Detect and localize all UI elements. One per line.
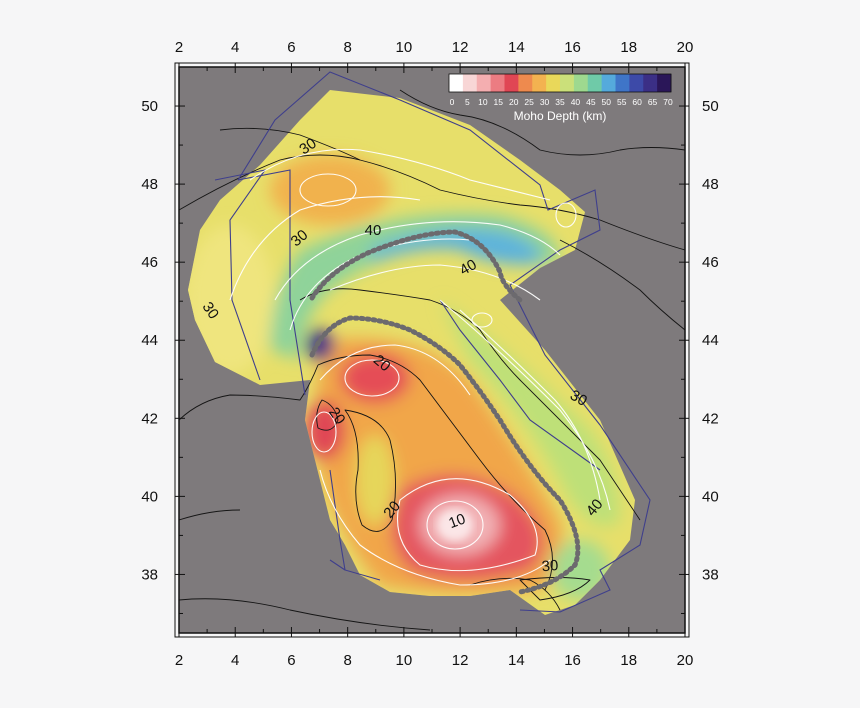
x-tick-label-top: 20 [677,39,694,56]
x-tick-label-bottom: 18 [620,652,637,669]
x-tick-label-bottom: 12 [452,652,469,669]
colorbar-tick-label: 55 [617,97,627,107]
x-tick-label-top: 16 [564,39,581,56]
x-tick-label-bottom: 6 [287,652,295,669]
x-tick-label-bottom: 8 [343,652,351,669]
x-tick-label-bottom: 16 [564,652,581,669]
x-tick-label-top: 6 [287,39,295,56]
colorbar-swatch [601,74,616,92]
colorbar-swatch [643,74,658,92]
axis-ticks [175,63,689,637]
x-tick-label-top: 14 [508,39,525,56]
colorbar-tick-label: 45 [586,97,596,107]
contour-label: 40 [365,222,382,239]
colorbar-tick-label: 20 [509,97,519,107]
y-tick-label-left: 44 [141,332,158,349]
colorbar-tick-labels: 0 5 10 15 20 25 30 35 40 45 50 55 60 65 70 [450,97,673,107]
colorbar-swatch [504,74,519,92]
colorbar-tick-label: 70 [663,97,673,107]
colorbar-tick-label: 25 [524,97,534,107]
coastlines [179,89,685,631]
colorbar-tick-label: 5 [465,97,470,107]
x-tick-label-bottom: 14 [508,652,525,669]
colorbar-tick-label: 65 [648,97,658,107]
colorbar-tick-label: 10 [478,97,488,107]
x-tick-label-top: 18 [620,39,637,56]
contour-label: 30 [541,557,559,575]
x-tick-label-bottom: 4 [231,652,239,669]
x-tick-label-top: 4 [231,39,239,56]
x-tick-label-top: 10 [396,39,413,56]
y-tick-label-right: 48 [702,176,719,193]
colorbar-swatch [546,74,561,92]
colorbar-swatch [518,74,533,92]
y-tick-label-left: 42 [141,410,158,427]
y-tick-label-right: 44 [702,332,719,349]
colorbar-swatch [462,74,478,92]
colorbar-tick-label: 30 [540,97,550,107]
colorbar-swatch [615,74,630,92]
colorbar-swatch [629,74,644,92]
colorbar-tick-label: 60 [632,97,642,107]
x-tick-label-bottom: 20 [677,652,694,669]
colorbar-tick-label: 35 [555,97,565,107]
contour-label: 30 [296,135,319,158]
colorbar-swatch [573,74,589,92]
contour-label: 40 [457,256,480,279]
colorbar-swatch [587,74,603,92]
y-tick-label-right: 46 [702,254,719,271]
colorbar-tick-label: 50 [602,97,612,107]
y-tick-label-right: 42 [702,410,719,427]
colorbar-swatch [476,74,492,92]
colorbar-swatch [560,74,575,92]
x-tick-label-top: 12 [452,39,469,56]
colorbar-swatch [449,74,464,92]
contour-label: 20 [325,404,348,427]
y-tick-label-right: 40 [702,488,719,505]
y-tick-label-left: 38 [141,566,158,583]
y-tick-label-right: 50 [702,98,719,115]
colorbar-tick-label: 0 [450,97,455,107]
colorbar-swatch [532,74,547,92]
x-tick-label-top: 8 [343,39,351,56]
colorbar: 0 5 10 15 20 25 30 35 40 45 50 55 60 65 70 Moho Depth … [448,73,673,123]
colorbar-title: Moho Depth (km) [514,109,607,123]
y-tick-label-left: 50 [141,98,158,115]
network-outline [214,71,651,613]
contour-label: 30 [567,387,590,410]
boundary-dotted [309,229,581,595]
y-tick-label-left: 46 [141,254,158,271]
x-tick-label-top: 2 [175,39,183,56]
colorbar-swatch [490,74,505,92]
y-tick-label-left: 48 [141,176,158,193]
colorbar-swatch [657,74,672,92]
contour-label: 30 [199,299,222,322]
y-tick-label-left: 40 [141,488,158,505]
colorbar-swatches [449,74,672,92]
colorbar-tick-label: 15 [494,97,504,107]
colorbar-tick-label: 40 [571,97,581,107]
x-tick-label-bottom: 10 [396,652,413,669]
contour-label: 10 [446,510,467,532]
x-tick-label-bottom: 2 [175,652,183,669]
y-tick-label-right: 38 [702,566,719,583]
